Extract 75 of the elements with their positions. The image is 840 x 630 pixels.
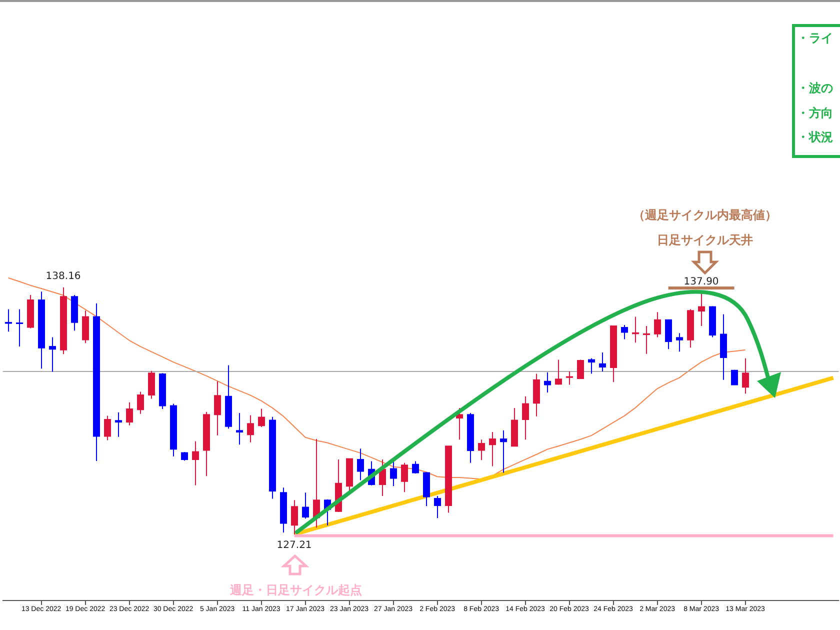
candlestick <box>181 452 188 462</box>
candlestick <box>654 312 661 338</box>
candlestick <box>621 324 628 340</box>
candlestick <box>60 286 67 355</box>
candlestick <box>588 358 595 374</box>
candlestick <box>577 359 584 379</box>
annotation: 138.16 <box>46 270 81 282</box>
candlestick <box>599 352 606 372</box>
candlestick <box>643 325 650 354</box>
candlestick <box>93 302 100 462</box>
candlestick <box>709 306 716 338</box>
candlestick <box>731 369 738 386</box>
candlestick <box>258 408 265 428</box>
candlestick <box>302 492 309 520</box>
candlestick <box>720 314 727 380</box>
candlestick <box>346 458 353 492</box>
candlestick <box>38 291 45 370</box>
candlestick <box>500 430 507 474</box>
candlestick <box>214 380 221 436</box>
candlestick <box>489 431 496 467</box>
candlestick <box>533 373 540 417</box>
candlestick <box>555 359 562 386</box>
candlestick <box>511 408 518 448</box>
candlestick <box>236 412 243 446</box>
candlestick <box>269 416 276 500</box>
annotation: ・方向 <box>797 106 833 120</box>
annotation: 週足・日足サイクル起点 <box>229 583 362 597</box>
candlestick <box>456 408 463 440</box>
candlestick <box>379 458 386 497</box>
annotation: （週足サイクル内最高値） <box>633 208 777 222</box>
candlestick <box>27 294 34 329</box>
candlestick <box>698 292 705 326</box>
candlestick <box>247 414 254 443</box>
candlestick <box>544 372 551 393</box>
candlestick <box>192 440 199 486</box>
candlestick <box>115 412 122 438</box>
annotation: 日足サイクル天井 <box>657 233 753 247</box>
annotation: 127.21 <box>276 540 312 551</box>
candlestick <box>137 391 144 414</box>
candlestick <box>478 439 485 461</box>
candlestick <box>390 460 397 487</box>
candlestick <box>16 308 23 347</box>
candlestick <box>445 446 452 514</box>
candlestick <box>126 402 133 426</box>
candlestick <box>203 411 210 477</box>
annotation: ・状況 <box>797 130 833 144</box>
candlestick <box>610 325 617 383</box>
candlestick <box>148 370 155 400</box>
candlestick <box>467 412 474 464</box>
candlestick <box>742 358 749 394</box>
candlestick <box>159 372 166 410</box>
candlestick <box>665 319 672 350</box>
candlestick <box>71 294 78 332</box>
candlestick <box>401 462 408 493</box>
candlestick <box>5 308 12 332</box>
candlestick <box>632 316 639 344</box>
candlestick <box>225 364 232 430</box>
candlestick <box>412 460 419 474</box>
candlestick <box>423 472 430 507</box>
candlestick <box>434 496 441 519</box>
candlestick <box>566 371 573 386</box>
annotation: ・ライ <box>797 31 833 45</box>
candlestick <box>291 500 298 535</box>
candlestick <box>280 487 287 534</box>
candlestick <box>170 403 177 457</box>
annotation: 137.90 <box>684 276 719 288</box>
candlestick <box>49 336 56 372</box>
candlestick <box>313 438 320 528</box>
candlestick <box>676 332 683 352</box>
annotation: ・波の <box>797 81 833 95</box>
candlestick <box>82 310 89 344</box>
candlestick <box>357 448 364 481</box>
candlestick <box>104 415 111 441</box>
candlestick <box>522 396 529 440</box>
candlestick <box>687 308 694 348</box>
